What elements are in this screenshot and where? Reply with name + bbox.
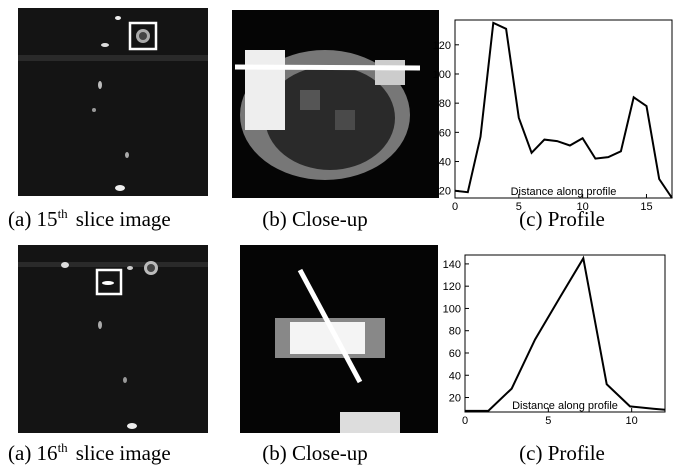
y-tick-label: 60 <box>439 127 451 139</box>
y-tick-label: 120 <box>443 281 461 293</box>
caption-text: slice image <box>76 441 171 465</box>
y-tick-label: 20 <box>449 393 461 405</box>
y-tick-label: 40 <box>449 370 461 382</box>
caption: (a) 16th slice image <box>8 440 171 465</box>
y-tick-label: 100 <box>433 69 451 81</box>
caption: (b) Close-up <box>262 207 368 231</box>
x-tick-label: 0 <box>452 201 458 213</box>
slice-image <box>18 8 208 196</box>
caption: (a) 15th slice image <box>8 206 171 231</box>
caption-superscript: th <box>58 206 69 221</box>
slice-image <box>18 245 208 433</box>
caption-prefix: (a) 15 <box>8 207 58 231</box>
y-tick-label: 100 <box>443 303 461 315</box>
caption-prefix: (a) 16 <box>8 441 58 465</box>
x-tick-label: 0 <box>462 415 468 427</box>
x-tick-label: 15 <box>640 201 652 213</box>
x-axis-label: Distance along profile <box>512 400 618 412</box>
y-tick-label: 80 <box>439 98 451 110</box>
x-tick-label: 10 <box>626 415 638 427</box>
close-up-image <box>232 10 439 198</box>
y-tick-label: 120 <box>433 40 451 52</box>
caption: (c) Profile <box>519 207 605 231</box>
caption-superscript: th <box>58 440 69 455</box>
x-tick-label: 5 <box>516 201 522 213</box>
y-tick-label: 40 <box>439 157 451 169</box>
y-tick-label: 60 <box>449 348 461 360</box>
caption: (c) Profile <box>519 441 605 465</box>
plot-area <box>465 255 665 412</box>
plot-area <box>455 20 672 198</box>
caption: (b) Close-up <box>262 441 368 465</box>
y-tick-label: 140 <box>443 259 461 271</box>
x-tick-label: 5 <box>545 415 551 427</box>
caption-text: slice image <box>76 207 171 231</box>
figure: (a) 15thslice image(b) Close-up(c) Profi… <box>0 0 675 470</box>
x-axis-label: Distance along profile <box>511 186 617 198</box>
x-tick-label: 10 <box>577 201 589 213</box>
close-up-image <box>240 245 438 433</box>
y-tick-label: 80 <box>449 326 461 338</box>
y-tick-label: 20 <box>439 186 451 198</box>
